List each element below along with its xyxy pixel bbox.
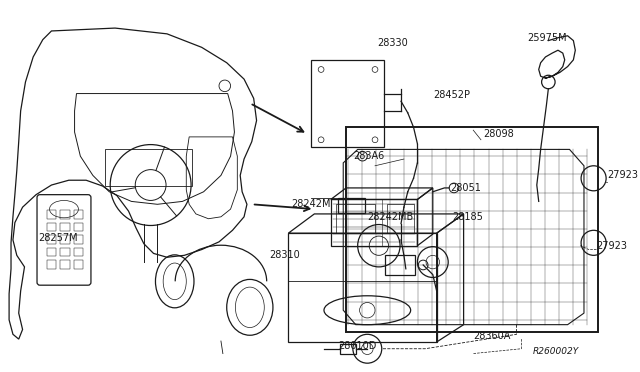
Bar (339, 198, 365, 213)
Bar (74, 260, 83, 269)
Text: 28185: 28185 (452, 212, 483, 222)
Bar (47, 210, 56, 219)
Bar (74, 235, 83, 244)
Text: 28098: 28098 (483, 129, 514, 139)
Text: 283A6: 283A6 (353, 151, 384, 161)
Bar (106, 150, 192, 186)
Text: 28242M: 28242M (291, 199, 331, 209)
Bar (312, 60, 384, 147)
Text: R260002Y: R260002Y (533, 347, 579, 356)
Bar (60, 210, 70, 219)
Text: 28360A: 28360A (473, 331, 511, 341)
Bar (60, 260, 70, 269)
Bar (74, 222, 83, 231)
Bar (74, 210, 83, 219)
Text: 28257M: 28257M (38, 233, 77, 243)
Text: 28051: 28051 (450, 183, 481, 193)
Bar (337, 204, 375, 233)
Bar (47, 260, 56, 269)
Text: 28452P: 28452P (433, 90, 470, 100)
Bar (346, 127, 598, 332)
Text: 25975M: 25975M (527, 33, 567, 43)
Text: 28242MB: 28242MB (367, 212, 413, 222)
Bar (387, 204, 413, 233)
Bar (60, 248, 70, 256)
Bar (74, 248, 83, 256)
Text: 28330: 28330 (377, 38, 408, 48)
Bar (60, 235, 70, 244)
Text: 28010D: 28010D (339, 341, 377, 351)
Bar (47, 235, 56, 244)
Text: 27923: 27923 (596, 241, 627, 251)
Bar (340, 344, 356, 353)
Text: 28310: 28310 (269, 250, 300, 260)
Bar (47, 222, 56, 231)
Bar (47, 248, 56, 256)
Bar (60, 222, 70, 231)
Text: 27923: 27923 (607, 170, 638, 180)
